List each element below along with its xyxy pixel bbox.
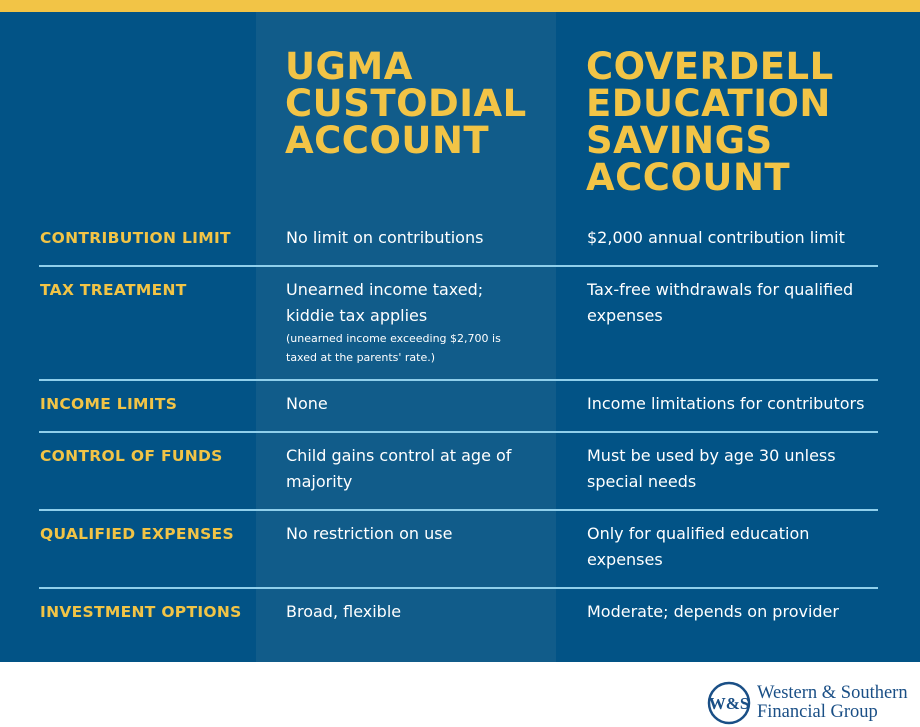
cell-note: (unearned income exceeding $2,700 is tax… [286,332,501,364]
ugma-cell: No restriction on use [286,524,453,543]
heading-line: COVERDELL [586,45,834,88]
row-label: CONTRIBUTION LIMIT [40,229,231,247]
row-divider [39,587,878,589]
logo-line-1: Western & Southern [757,683,908,703]
coverdell-cell: Income limitations for contributors [587,394,865,413]
ugma-cell: No limit on contributions [286,228,484,247]
coverdell-cell: $2,000 annual contribution limit [587,228,845,247]
row-label: TAX TREATMENT [40,281,187,299]
row-label: INCOME LIMITS [40,395,178,413]
svg-text:W&S: W&S [709,694,750,713]
ugma-cell: Unearned income taxed; kiddie tax applie… [286,277,526,367]
ugma-cell: Broad, flexible [286,602,402,621]
row-divider [39,431,878,433]
company-logo: W&S Western & Southern Financial Group [707,681,908,725]
heading-line: SAVINGS [586,119,773,162]
coverdell-heading: COVERDELL EDUCATION SAVINGS ACCOUNT [586,48,834,196]
heading-line: UGMA [285,45,413,88]
coverdell-cell: Must be used by age 30 unless special ne… [587,446,836,491]
ugma-cell: None [286,394,328,413]
cell-text: Unearned income taxed; kiddie tax applie… [286,280,484,325]
ugma-heading: UGMA CUSTODIAL ACCOUNT [285,48,527,159]
row-divider [39,265,878,267]
heading-line: ACCOUNT [285,119,490,162]
heading-line: CUSTODIAL [285,82,527,125]
heading-line: EDUCATION [586,82,831,125]
coverdell-cell: Only for qualified education expenses [587,524,810,569]
heading-line: ACCOUNT [586,156,791,199]
ugma-cell: Child gains control at age of majority [286,446,512,491]
ws-monogram-icon: W&S [707,681,751,725]
coverdell-cell: Tax-free withdrawals for qualified expen… [587,280,854,325]
row-label: CONTROL OF FUNDS [40,447,223,465]
top-accent-bar [0,0,920,12]
row-divider [39,379,878,381]
row-divider [39,509,878,511]
coverdell-cell: Moderate; depends on provider [587,602,839,621]
row-label: INVESTMENT OPTIONS [40,603,242,621]
ugma-column-background [256,12,556,662]
logo-line-2: Financial Group [757,702,878,722]
row-label: QUALIFIED EXPENSES [40,525,234,543]
